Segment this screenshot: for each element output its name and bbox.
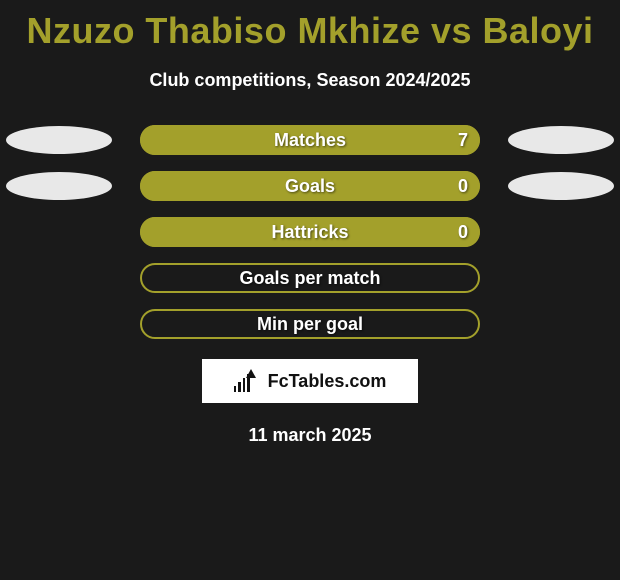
stat-bar: Hattricks0 (140, 217, 480, 247)
bar-chart-icon (234, 370, 262, 392)
brand-text: FcTables.com (268, 371, 387, 392)
page-title: Nzuzo Thabiso Mkhize vs Baloyi (0, 0, 620, 52)
stat-row: Hattricks0 (0, 217, 620, 247)
stat-row: Matches7 (0, 125, 620, 155)
brand-box[interactable]: FcTables.com (202, 359, 418, 403)
stat-label: Goals (140, 171, 480, 201)
stat-value-right: 7 (458, 125, 468, 155)
stat-bar: Goals per match (140, 263, 480, 293)
stat-label: Matches (140, 125, 480, 155)
stat-bar: Goals0 (140, 171, 480, 201)
stat-row: Goals per match (0, 263, 620, 293)
stat-bar: Min per goal (140, 309, 480, 339)
right-value-ellipse (508, 172, 614, 200)
left-value-ellipse (6, 126, 112, 154)
right-value-ellipse (508, 126, 614, 154)
subtitle: Club competitions, Season 2024/2025 (0, 70, 620, 91)
stat-label: Hattricks (140, 217, 480, 247)
stat-bar: Matches7 (140, 125, 480, 155)
stat-label: Goals per match (140, 263, 480, 293)
date-label: 11 march 2025 (0, 425, 620, 446)
stat-row: Min per goal (0, 309, 620, 339)
stat-row: Goals0 (0, 171, 620, 201)
stats-chart: Matches7Goals0Hattricks0Goals per matchM… (0, 125, 620, 339)
stat-label: Min per goal (140, 309, 480, 339)
left-value-ellipse (6, 172, 112, 200)
stat-value-right: 0 (458, 171, 468, 201)
stat-value-right: 0 (458, 217, 468, 247)
comparison-card: Nzuzo Thabiso Mkhize vs Baloyi Club comp… (0, 0, 620, 580)
